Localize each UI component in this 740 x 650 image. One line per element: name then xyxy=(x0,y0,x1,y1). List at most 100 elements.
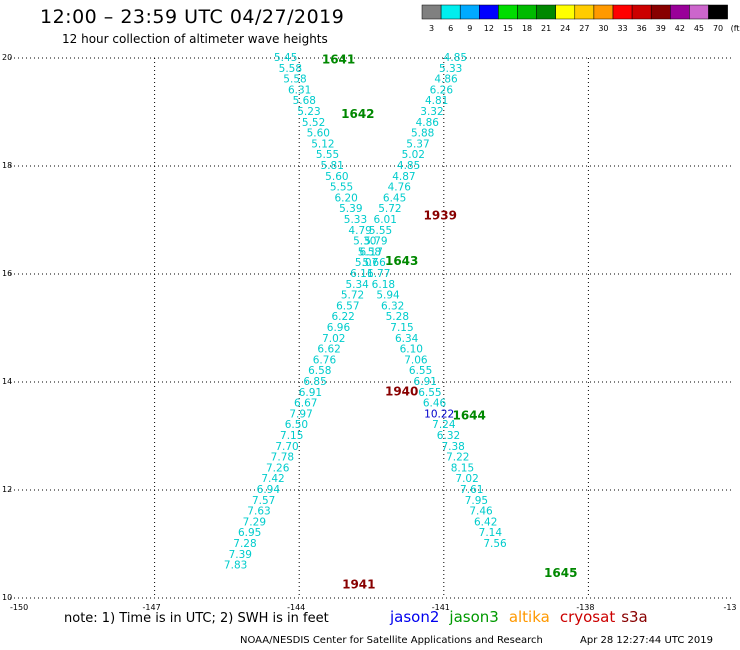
legend-label: 15 xyxy=(503,24,513,33)
track-a-value: 5.45 xyxy=(274,52,297,64)
track-b-value: 7.83 xyxy=(224,560,247,572)
track-a-value: 7.46 xyxy=(469,506,493,518)
track-a-value: 7.06 xyxy=(404,354,428,366)
track-b-value: 6.57 xyxy=(336,300,359,312)
legend-label: 24 xyxy=(560,24,570,33)
legend-swatch xyxy=(574,4,595,20)
track-b-value: 5.79 xyxy=(364,236,387,248)
satellite-s3a: s3a xyxy=(621,608,648,626)
legend-swatch xyxy=(555,4,576,20)
track-b-value: 5.34 xyxy=(345,279,369,291)
legend-swatch xyxy=(459,4,480,20)
lon-tick-label: -144 xyxy=(287,603,305,612)
pass-time-label: 1940 xyxy=(385,385,418,399)
legend-label: 21 xyxy=(541,24,551,33)
track-a-value: 10.22 xyxy=(424,408,454,420)
track-a-value: 8.15 xyxy=(451,462,474,474)
legend-label: 39 xyxy=(656,24,666,33)
track-b-value: 7.15 xyxy=(280,430,303,442)
legend-swatch xyxy=(440,4,461,20)
legend-label: 30 xyxy=(598,24,608,33)
track-b-value: 7.29 xyxy=(243,516,266,528)
track-a-value: 7.14 xyxy=(479,527,503,539)
pass-time-label: 1939 xyxy=(424,209,457,223)
pass-time-label: 1641 xyxy=(322,53,355,67)
track-b-value: 6.22 xyxy=(331,311,354,323)
legend-label: 6 xyxy=(448,24,453,33)
track-a-value: 7.56 xyxy=(483,538,507,550)
track-b-value: 4.86 xyxy=(416,117,440,129)
satellite-jason3: jason3 xyxy=(449,608,499,626)
lat-tick-label: 16 xyxy=(2,269,12,278)
track-a-value: 5.58 xyxy=(283,74,306,86)
pass-time-labels: 1641 1642 1939 1643 1940 1644 1645 1941 xyxy=(322,53,578,592)
track-b-value: 5.02 xyxy=(402,149,425,161)
track-b-value: 3.32 xyxy=(420,106,443,118)
track-a-value: 5.30 xyxy=(353,236,376,248)
track-a-value: 5.55 xyxy=(330,182,353,194)
track-b-value: 5.88 xyxy=(411,128,434,140)
track-a-value: 5.58 xyxy=(358,246,381,258)
lat-tick-label: 18 xyxy=(2,161,12,170)
lat-tick-label: 14 xyxy=(2,377,12,386)
track-b-value: 5.55 xyxy=(369,225,392,237)
track-a-value: 6.55 xyxy=(418,387,441,399)
track-b-value: 4.85 xyxy=(397,160,420,172)
pass-time-label: 1644 xyxy=(452,408,485,422)
lat-tick-label: 12 xyxy=(2,485,12,494)
lon-tick-label: -150 xyxy=(10,603,28,612)
track-b-value: 6.76 xyxy=(313,354,337,366)
lon-tick-label: -141 xyxy=(432,603,450,612)
legend-label: 36 xyxy=(637,24,647,33)
pass-time-label: 1645 xyxy=(544,566,577,580)
track-a-value: 5.58 xyxy=(279,63,302,75)
track-b-value: 4.81 xyxy=(425,95,448,107)
legend-unit: (ft) xyxy=(731,24,740,33)
track-a-value: 5.60 xyxy=(325,171,348,183)
track-b-value: 6.45 xyxy=(383,192,406,204)
track-b-value: 5.33 xyxy=(439,63,462,75)
track-a-value: 6.34 xyxy=(395,333,419,345)
legend-swatch xyxy=(631,4,652,20)
pass-time-label: 1643 xyxy=(385,254,418,268)
track-b-value: 6.50 xyxy=(285,419,308,431)
satellite-cryosat: cryosat xyxy=(559,608,616,626)
legend-label: 18 xyxy=(522,24,532,33)
track-b-value: 7.26 xyxy=(266,462,290,474)
track-a-value: 7.61 xyxy=(460,484,483,496)
track-a-value: 5.60 xyxy=(307,128,330,140)
track-b-value: 4.87 xyxy=(392,171,415,183)
legend-label: 9 xyxy=(467,24,472,33)
track-a-value: 6.10 xyxy=(400,344,423,356)
track-b-value: 6.01 xyxy=(374,214,397,226)
legend-swatch xyxy=(670,4,690,20)
track-a-value: 6.32 xyxy=(437,430,460,442)
track-a-value: 6.32 xyxy=(381,300,404,312)
track-a-value: 5.23 xyxy=(297,106,320,118)
track-a-value: 6.55 xyxy=(409,365,432,377)
track-b-value: 6.58 xyxy=(308,365,331,377)
legend-label: 70 xyxy=(713,24,723,33)
track-a-value: 5.52 xyxy=(302,117,325,129)
track-a-value: 6.77 xyxy=(367,268,390,280)
track-a-value: 7.22 xyxy=(446,452,469,464)
legend-swatch xyxy=(708,4,728,20)
satellite-altika: altika xyxy=(508,608,550,626)
track-b-value: 6.67 xyxy=(294,398,317,410)
legend-swatch xyxy=(612,4,633,20)
track-b-value: 5.37 xyxy=(406,138,429,150)
footer-timestamp: Apr 28 12:27:44 UTC 2019 xyxy=(580,635,713,646)
legend-swatch xyxy=(650,4,671,20)
track-b-value: 7.57 xyxy=(252,495,275,507)
track-a-value: 5.68 xyxy=(293,95,316,107)
track-a-value: 5.55 xyxy=(316,149,339,161)
legend-label: 3 xyxy=(429,24,434,33)
track-a-value: 5.66 xyxy=(362,257,386,269)
track-b-value: 4.76 xyxy=(388,182,412,194)
lat-tick-label: 20 xyxy=(2,53,12,62)
legend-label: 33 xyxy=(617,24,627,33)
legend-label: 27 xyxy=(579,24,589,33)
